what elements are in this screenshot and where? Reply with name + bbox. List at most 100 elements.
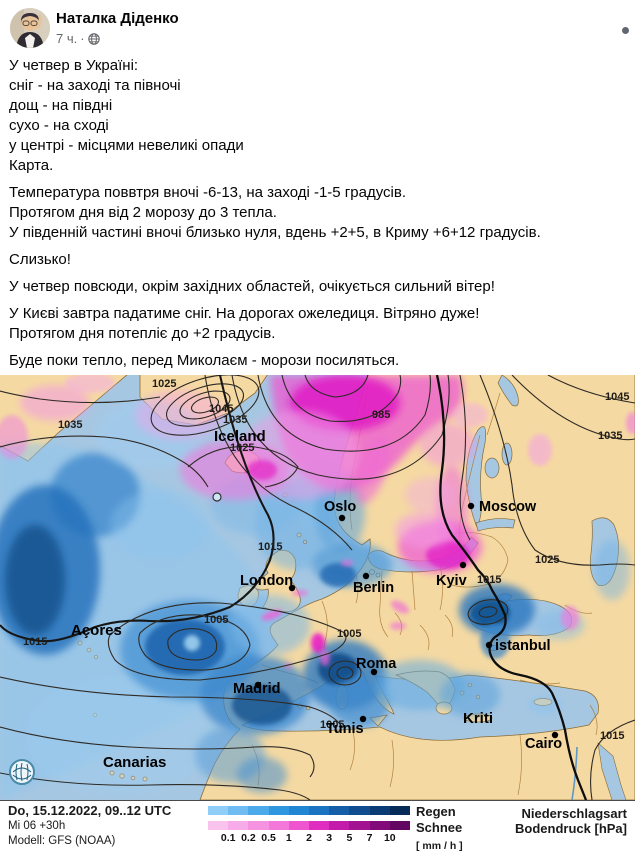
isobar-label: 1015 bbox=[258, 541, 282, 553]
city-label: Cairo bbox=[525, 736, 562, 752]
map-meta: Do, 15.12.2022, 09..12 UTC Mi 06 +30h Mo… bbox=[8, 804, 171, 848]
post-paragraph: Буде поки тепло, перед Миколаєм - морози… bbox=[9, 352, 400, 369]
post-paragraph: У четвер повсюди, окрім західних областе… bbox=[9, 278, 495, 295]
region-labels: Iceland Açores Canarias Kriti bbox=[71, 428, 493, 771]
map-datetime: Do, 15.12.2022, 09..12 UTC bbox=[8, 803, 172, 818]
city-dot bbox=[551, 731, 559, 739]
post-paragraph: Слизько! bbox=[9, 251, 71, 268]
colorbar-segment bbox=[208, 821, 229, 830]
precip-type-label: Niederschlagsart bbox=[521, 806, 628, 821]
colorbar-segment bbox=[288, 821, 310, 830]
colorbar-segment bbox=[389, 806, 411, 815]
city-label: Oslo bbox=[324, 499, 356, 515]
city-dot bbox=[370, 668, 378, 676]
city-dot bbox=[254, 681, 262, 689]
city-dot bbox=[485, 641, 493, 649]
author-name[interactable]: Наталка Діденко bbox=[56, 10, 179, 27]
isobar-label: 1035 bbox=[58, 419, 82, 431]
colorbar-segment bbox=[268, 821, 289, 830]
rain-label: Regen bbox=[416, 804, 456, 819]
city-dot bbox=[467, 502, 475, 510]
region-label: Canarias bbox=[103, 754, 166, 771]
legend-tick: 10 bbox=[383, 832, 396, 844]
colorbar-segment bbox=[329, 806, 350, 815]
legend-tick: 1 bbox=[285, 832, 292, 844]
rain-colorbar bbox=[208, 806, 411, 815]
post-meta: 7 ч. · bbox=[56, 31, 100, 46]
map-footer: Do, 15.12.2022, 09..12 UTC Mi 06 +30h Mo… bbox=[0, 800, 635, 852]
colorbar-segment bbox=[349, 806, 370, 815]
isobar-label: 1005 bbox=[204, 614, 228, 626]
snow-label: Schnee bbox=[416, 820, 463, 835]
map-model: Modell: GFS (NOAA) bbox=[8, 835, 116, 847]
isobar-label: 985 bbox=[372, 409, 390, 421]
globe-icon bbox=[87, 32, 100, 45]
city-label: Moscow bbox=[479, 499, 537, 515]
map-legend-titles: Niederschlagsart Bodendruck [hPa] bbox=[515, 806, 627, 836]
post-menu-icon[interactable] bbox=[622, 27, 629, 34]
isobar-label: 1045 bbox=[209, 403, 233, 415]
city-dot bbox=[362, 572, 370, 580]
city-dot bbox=[359, 715, 367, 723]
weather-map-image[interactable]: 1025 1045 1035 1035 1025 985 1045 1035 1015 1025 1… bbox=[0, 375, 635, 800]
legend-tick: 0.2 bbox=[241, 832, 256, 844]
pressure-label: Bodendruck [hPa] bbox=[515, 821, 627, 836]
legend-tick: 0.1 bbox=[220, 832, 236, 844]
isobar-label: 1025 bbox=[152, 378, 176, 390]
city-label: Tunis bbox=[326, 721, 364, 737]
colorbar-segment bbox=[309, 806, 330, 815]
post-header: Наталка Діденко 7 ч. · bbox=[10, 8, 629, 52]
region-label: Kriti bbox=[463, 710, 493, 727]
isobar-label: 1015 bbox=[23, 636, 47, 648]
avatar-image bbox=[10, 8, 50, 48]
post-text: У четвер в Україні: сніг - на заході та п… bbox=[9, 56, 627, 378]
snow-field bbox=[0, 375, 635, 669]
post-paragraph: Температура поввтря вночі -6-13, на захо… bbox=[9, 184, 541, 241]
city-labels: Oslo Moscow Kyiv Berlin London Madrid Roma ista… bbox=[233, 499, 562, 752]
colorbar-segment bbox=[248, 806, 269, 815]
meta-separator: · bbox=[80, 31, 85, 46]
colorbar-segment bbox=[228, 821, 249, 830]
map-logo bbox=[9, 759, 35, 785]
facebook-post: Наталка Діденко 7 ч. · У четвер в Україн… bbox=[0, 0, 635, 375]
legend-tick: 7 bbox=[366, 832, 373, 844]
city-label: istanbul bbox=[495, 638, 551, 654]
city-label: Roma bbox=[356, 656, 397, 672]
isobar-label: 1045 bbox=[605, 391, 629, 403]
isobar-labels: 1025104510351035102598510451035101510251… bbox=[23, 378, 629, 742]
isobar-label: 1015 bbox=[600, 730, 624, 742]
isobar-label: 1025 bbox=[535, 554, 559, 566]
colorbar-segment bbox=[369, 821, 390, 830]
colorbar-segment bbox=[389, 821, 411, 830]
post-paragraph: У Києві завтра падатиме сніг. На дорогах… bbox=[9, 305, 480, 342]
colorbar-segment bbox=[208, 806, 229, 815]
timestamp[interactable]: 7 ч. bbox=[56, 31, 78, 46]
city-label: Berlin bbox=[353, 580, 394, 596]
unit-label: [ mm / h ] bbox=[416, 840, 463, 852]
city-dot bbox=[288, 584, 296, 592]
legend-ticks: 0.1 0.2 0.5 1 2 3 5 7 10 bbox=[208, 832, 410, 845]
colorbar-segment bbox=[288, 806, 310, 815]
avatar[interactable] bbox=[10, 8, 50, 48]
isobars bbox=[0, 375, 635, 800]
colorbar-segment bbox=[268, 806, 289, 815]
precipitation-map: 1025104510351035102598510451035101510251… bbox=[0, 375, 635, 800]
isobar-label: 1005 bbox=[337, 628, 361, 640]
legend-tick: 5 bbox=[346, 832, 353, 844]
isobar-label: 1035 bbox=[223, 414, 247, 426]
legend-tick: 0.5 bbox=[261, 832, 276, 844]
snow-colorbar bbox=[208, 821, 411, 830]
isobar-label: 1035 bbox=[598, 430, 622, 442]
precipitation-legend: 0.1 0.2 0.5 1 2 3 5 7 10 bbox=[208, 806, 411, 845]
map-run: Mi 06 +30h bbox=[8, 820, 66, 832]
post-paragraph: У четвер в Україні: сніг - на заході та п… bbox=[9, 57, 244, 174]
isobar-label: 1015 bbox=[477, 574, 501, 586]
colorbar-segment bbox=[369, 806, 390, 815]
city-dot bbox=[338, 514, 346, 522]
region-label: Açores bbox=[71, 622, 122, 639]
colorbar-segment bbox=[309, 821, 330, 830]
colorbar-segment bbox=[349, 821, 370, 830]
colorbar-segment bbox=[329, 821, 350, 830]
colorbar-segment bbox=[248, 821, 269, 830]
city-label: Kyiv bbox=[436, 573, 467, 589]
